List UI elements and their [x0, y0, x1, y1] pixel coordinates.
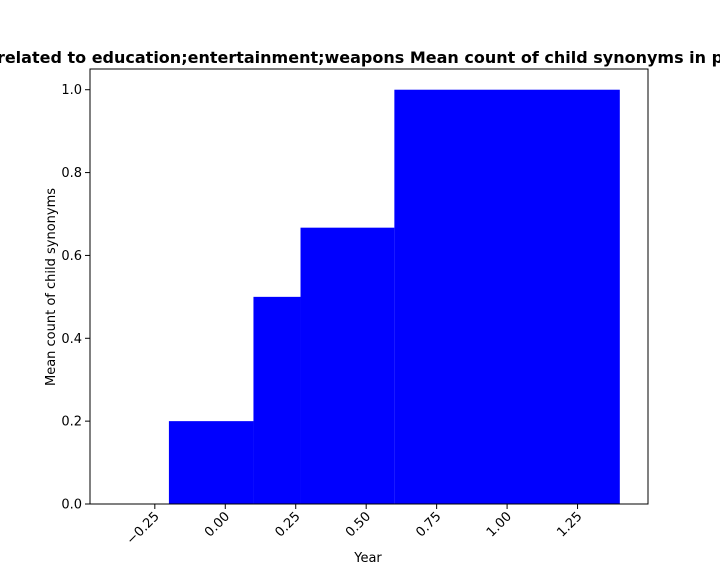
x-tick-label: 1.00: [484, 509, 515, 540]
y-axis-ticks: 0.0 0.2 0.4 0.6 0.8 1.0: [61, 83, 90, 513]
x-tick-label: 0.50: [343, 509, 374, 540]
x-tick-label: 0.25: [272, 509, 303, 540]
y-tick-label: 0.6: [61, 249, 82, 264]
x-tick-label: 1.25: [554, 509, 585, 540]
y-tick-label: 0.2: [61, 415, 82, 430]
y-tick-label: 0.4: [61, 332, 82, 347]
bar-1: [253, 296, 301, 504]
y-tick-label: 0.8: [61, 166, 82, 181]
bar-2: [300, 227, 395, 504]
x-tick-label: 0.00: [202, 509, 233, 540]
chart-title: related to education;entertainment;weapo…: [0, 48, 720, 67]
x-axis-ticks: −0.25 0.00 0.25 0.50 0.75 1.00 1.25: [124, 504, 585, 548]
x-axis-label: Year: [353, 551, 382, 566]
plot-area-frame: [89, 68, 649, 505]
y-tick-label: 0.0: [61, 498, 82, 513]
bar-3: [394, 89, 620, 504]
bar-0: [168, 421, 254, 504]
y-axis-label: Mean count of child synonyms: [44, 188, 59, 386]
y-tick-label: 1.0: [61, 83, 82, 98]
x-tick-label: 0.75: [413, 509, 444, 540]
x-tick-label: −0.25: [124, 509, 163, 548]
bars-layer: [168, 89, 620, 504]
